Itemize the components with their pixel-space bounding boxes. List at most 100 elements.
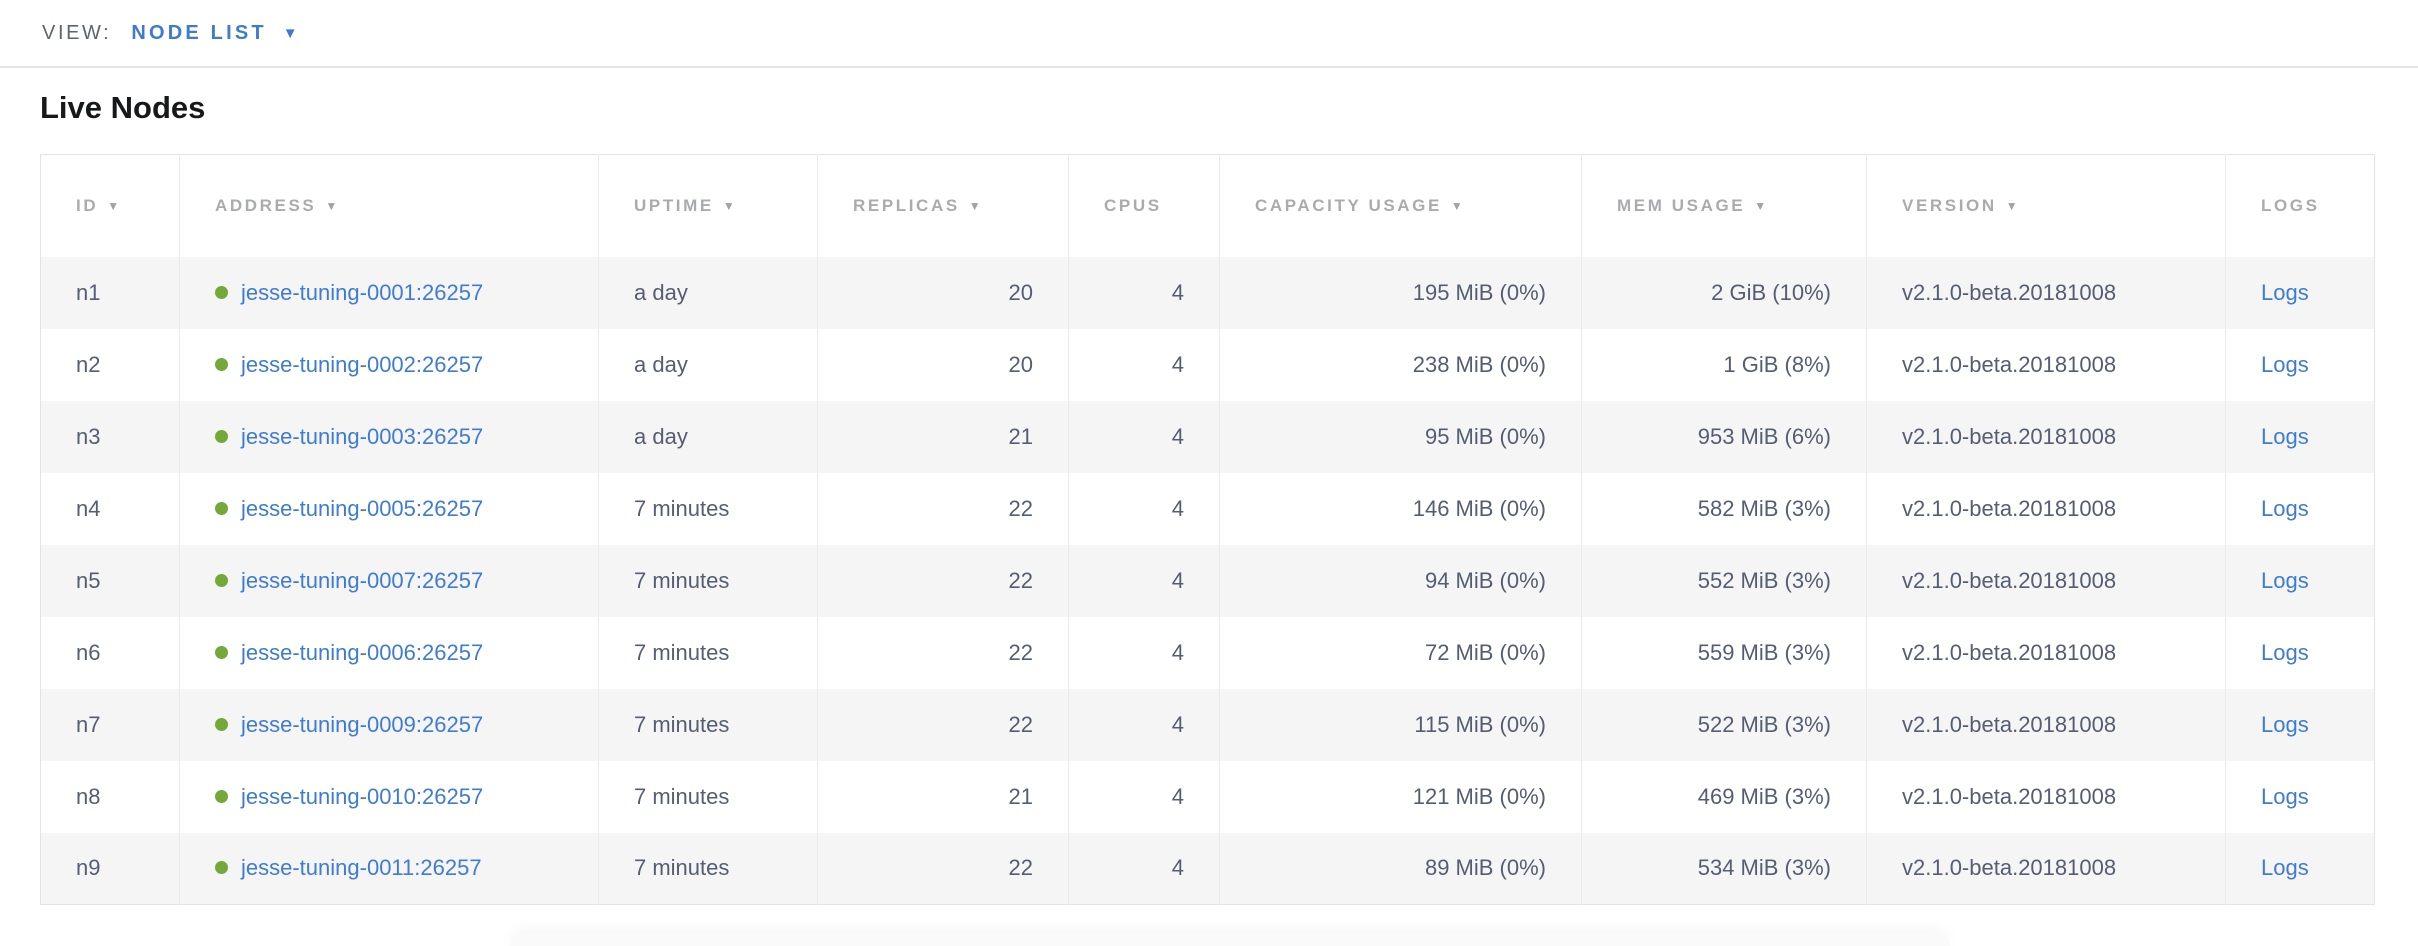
node-logs-link[interactable]: Logs xyxy=(2261,567,2309,593)
cell-mem: 469 MiB (3%) xyxy=(1581,760,1867,833)
cell-replicas: 22 xyxy=(817,544,1069,617)
node-logs-link[interactable]: Logs xyxy=(2261,639,2309,665)
view-mode-dropdown[interactable]: NODE LIST ▼ xyxy=(131,22,297,45)
cell-replicas: 22 xyxy=(817,616,1069,689)
cell-address: jesse-tuning-0002:26257 xyxy=(179,328,599,401)
cell-replicas: 22 xyxy=(817,832,1069,905)
node-address-link[interactable]: jesse-tuning-0001:26257 xyxy=(241,279,484,305)
column-header-version[interactable]: VERSION ▼ xyxy=(1866,154,2226,257)
cell-logs: Logs xyxy=(2226,329,2375,401)
cell-version: v2.1.0-beta.20181008 xyxy=(1866,544,2226,617)
main-content: Live Nodes ID ▼ ADDRESS ▼ UPTIME ▼ REPLICAS ▼ CP… xyxy=(0,90,2418,905)
node-address-link[interactable]: jesse-tuning-0003:26257 xyxy=(241,423,484,449)
caret-down-icon: ▼ xyxy=(282,24,298,42)
node-live-status-icon xyxy=(215,357,228,371)
node-logs-link[interactable]: Logs xyxy=(2261,279,2309,305)
node-live-status-icon xyxy=(215,573,228,587)
cell-replicas: 21 xyxy=(817,400,1069,473)
cell-id: n2 xyxy=(40,328,180,401)
cell-version: v2.1.0-beta.20181008 xyxy=(1866,472,2226,545)
cell-cpus: 4 xyxy=(1068,616,1220,689)
sort-desc-icon: ▼ xyxy=(722,198,738,213)
column-header-label: LOGS xyxy=(2261,195,2320,215)
cell-uptime: 7 minutes xyxy=(598,832,818,905)
cell-cpus: 4 xyxy=(1068,688,1220,761)
node-row-n2: n2 jesse-tuning-0002:26257 a day 20 4 238 MiB… xyxy=(40,328,2375,401)
node-row-n9: n9 jesse-tuning-0011:26257 7 minutes 22 4 89 … xyxy=(40,832,2375,905)
sort-desc-icon: ▼ xyxy=(1754,198,1769,213)
cell-replicas: 20 xyxy=(817,256,1069,329)
node-row-n3: n3 jesse-tuning-0003:26257 a day 21 4 95 MiB … xyxy=(40,400,2375,473)
node-address-link[interactable]: jesse-tuning-0005:26257 xyxy=(241,495,484,521)
sort-desc-icon: ▼ xyxy=(1450,198,1466,213)
node-live-status-icon xyxy=(215,285,228,299)
cell-cpus: 4 xyxy=(1068,832,1220,905)
cell-cpus: 4 xyxy=(1068,760,1220,833)
column-header-uptime[interactable]: UPTIME ▼ xyxy=(598,154,818,257)
column-header-logs: LOGS xyxy=(2225,154,2375,257)
cell-capacity: 94 MiB (0%) xyxy=(1219,544,1582,617)
next-section-shadow xyxy=(510,933,1950,946)
cell-cpus: 4 xyxy=(1068,400,1220,473)
node-logs-link[interactable]: Logs xyxy=(2261,783,2309,809)
cell-mem: 559 MiB (3%) xyxy=(1581,616,1867,689)
node-logs-link[interactable]: Logs xyxy=(2261,711,2309,737)
cell-id: n1 xyxy=(40,256,180,329)
column-header-mem[interactable]: MEM USAGE ▼ xyxy=(1581,154,1867,257)
cell-address: jesse-tuning-0009:26257 xyxy=(179,688,599,761)
cell-logs: Logs xyxy=(2226,257,2375,329)
cell-replicas: 22 xyxy=(817,472,1069,545)
node-address-link[interactable]: jesse-tuning-0002:26257 xyxy=(241,351,484,377)
cell-replicas: 20 xyxy=(817,328,1069,401)
column-header-replicas[interactable]: REPLICAS ▼ xyxy=(817,154,1069,257)
node-logs-link[interactable]: Logs xyxy=(2261,855,2309,881)
cell-address: jesse-tuning-0006:26257 xyxy=(179,616,599,689)
node-address-link[interactable]: jesse-tuning-0009:26257 xyxy=(241,711,484,737)
column-header-address[interactable]: ADDRESS ▼ xyxy=(179,154,599,257)
cell-id: n6 xyxy=(40,616,180,689)
node-live-status-icon xyxy=(215,501,228,515)
cell-uptime: a day xyxy=(598,256,818,329)
node-live-status-icon xyxy=(215,861,228,875)
cell-mem: 582 MiB (3%) xyxy=(1581,472,1867,545)
view-label: VIEW: xyxy=(42,21,112,44)
node-logs-link[interactable]: Logs xyxy=(2261,351,2309,377)
cell-capacity: 115 MiB (0%) xyxy=(1219,688,1582,761)
node-row-n7: n7 jesse-tuning-0009:26257 7 minutes 22 4 115… xyxy=(40,688,2375,761)
column-header-capacity[interactable]: CAPACITY USAGE ▼ xyxy=(1219,154,1582,257)
view-mode-selected: NODE LIST xyxy=(131,21,267,44)
column-header-id[interactable]: ID ▼ xyxy=(40,154,180,257)
column-header-label: ADDRESS xyxy=(215,195,317,215)
cell-address: jesse-tuning-0010:26257 xyxy=(179,760,599,833)
sort-desc-icon: ▼ xyxy=(107,198,122,213)
node-address-link[interactable]: jesse-tuning-0006:26257 xyxy=(241,639,484,665)
node-address-link[interactable]: jesse-tuning-0010:26257 xyxy=(241,783,484,809)
column-header-label: ID xyxy=(76,195,99,215)
node-logs-link[interactable]: Logs xyxy=(2261,495,2309,521)
cell-version: v2.1.0-beta.20181008 xyxy=(1866,688,2226,761)
cell-id: n4 xyxy=(40,472,180,545)
node-logs-link[interactable]: Logs xyxy=(2261,423,2309,449)
cell-capacity: 95 MiB (0%) xyxy=(1219,400,1582,473)
node-live-status-icon xyxy=(215,789,228,803)
column-header-label: REPLICAS xyxy=(853,195,960,215)
cell-logs: Logs xyxy=(2226,545,2375,617)
cell-address: jesse-tuning-0007:26257 xyxy=(179,544,599,617)
sort-desc-icon: ▼ xyxy=(968,198,984,213)
cell-version: v2.1.0-beta.20181008 xyxy=(1866,400,2226,473)
cell-capacity: 89 MiB (0%) xyxy=(1219,832,1582,905)
column-header-cpus: CPUS xyxy=(1068,154,1220,257)
cell-uptime: a day xyxy=(598,400,818,473)
table-header: ID ▼ ADDRESS ▼ UPTIME ▼ REPLICAS ▼ CPUS CAPACITY … xyxy=(40,154,2375,257)
cell-mem: 2 GiB (10%) xyxy=(1581,256,1867,329)
cell-capacity: 195 MiB (0%) xyxy=(1219,256,1582,329)
cell-id: n3 xyxy=(40,400,180,473)
cell-logs: Logs xyxy=(2226,761,2375,833)
cell-version: v2.1.0-beta.20181008 xyxy=(1866,832,2226,905)
cell-address: jesse-tuning-0005:26257 xyxy=(179,472,599,545)
node-address-link[interactable]: jesse-tuning-0007:26257 xyxy=(241,567,484,593)
node-address-link[interactable]: jesse-tuning-0011:26257 xyxy=(241,855,482,881)
cell-version: v2.1.0-beta.20181008 xyxy=(1866,616,2226,689)
cell-version: v2.1.0-beta.20181008 xyxy=(1866,328,2226,401)
cell-capacity: 238 MiB (0%) xyxy=(1219,328,1582,401)
